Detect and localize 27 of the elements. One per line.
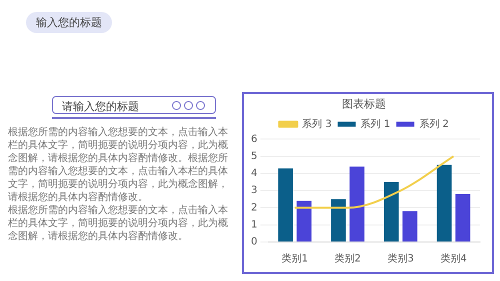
- chart-title: 图表标题: [342, 97, 386, 110]
- bar: [436, 164, 452, 242]
- y-tick-label: 1: [250, 219, 258, 230]
- legend-label: 系列 3: [302, 118, 332, 130]
- bar: [296, 200, 312, 242]
- text: 输入您的标题: [26, 12, 112, 33]
- x-tick-label: 类别3: [387, 252, 414, 265]
- y-tick-label: 4: [250, 168, 258, 180]
- y-tick-label: 2: [250, 202, 258, 214]
- bar: [278, 168, 293, 242]
- y-tick-label: 0: [250, 236, 258, 248]
- legend-label: 系列 2: [419, 118, 449, 130]
- y-tick-label: 3: [250, 185, 258, 196]
- x-tick-label: 类别2: [334, 252, 361, 265]
- text: 请输入您的标题: [62, 99, 139, 114]
- legend-label: 系列 1: [360, 118, 390, 130]
- bar: [331, 199, 346, 242]
- y-tick-label: 6: [250, 134, 258, 145]
- x-tick-label: 类别4: [440, 252, 467, 265]
- bar: [455, 194, 470, 242]
- bar: [384, 182, 399, 242]
- text: 根据您所需的内容输入您想要的文本，点击输入本栏的具体文字，简明扼要的说明分项内容，此为概念图解，请根据您的具体内容酌情修改。: [8, 204, 229, 243]
- text: 根据您所需的内容输入您想要的文本，点击输入本栏的具体文字，简明扼要的说明分项内容，此为概念图解，请根据您的具体内容酌情修改。根据您所需的内容输入您想要的文本，点击输入本栏的具体文字，简明扼要的说明分项内容，此为概念图解，请根据您的具体内容酌情修改。: [8, 126, 229, 204]
- y-tick-label: 5: [250, 150, 258, 162]
- bar: [402, 211, 418, 242]
- x-tick-label: 类别1: [282, 252, 308, 265]
- bar: [350, 166, 364, 242]
